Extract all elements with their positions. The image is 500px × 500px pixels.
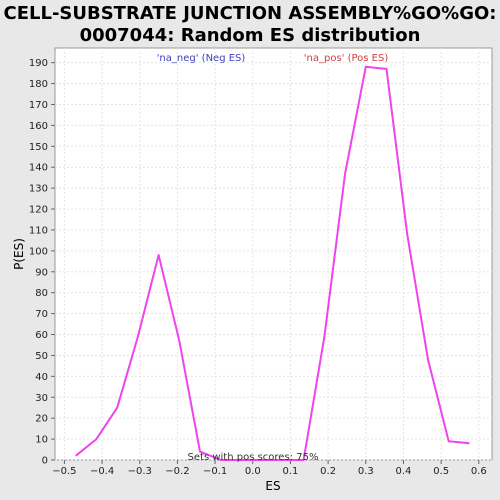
y-tick-label: 130 (29, 184, 48, 195)
x-axis: −0.5 −0.4 −0.3 −0.2 −0.1 0.0 0.1 0.2 0.3 0.4 0.5 0.… (52, 460, 487, 477)
y-tick-label: 90 (35, 267, 48, 278)
y-tick-label: 10 (35, 435, 48, 446)
pos-score-annotation: Sets with pos scores: 75% (188, 452, 319, 463)
y-axis-label: P(ES) (12, 238, 26, 270)
chart-title-line-1: CELL-SUBSTRATE JUNCTION ASSEMBLY%GO%GO: (4, 3, 497, 24)
y-tick-label: 30 (35, 393, 48, 404)
y-tick-label: 140 (29, 163, 48, 174)
x-tick-label: 0.1 (282, 466, 298, 477)
x-tick-label: −0.4 (90, 466, 114, 477)
y-tick-label: 40 (35, 372, 48, 383)
x-tick-label: 0.2 (320, 466, 336, 477)
y-tick-label: 180 (29, 79, 48, 90)
y-axis: 0 10 20 30 40 50 60 70 80 90 100 110 120 130 140 150 160… (29, 58, 55, 467)
x-tick-label: 0.3 (358, 466, 374, 477)
y-tick-label: 60 (35, 330, 48, 341)
x-tick-label: −0.3 (128, 466, 152, 477)
chart-title-line-2: 0007044: Random ES distribution (80, 25, 421, 46)
x-tick-label: −0.2 (165, 466, 189, 477)
legend-pos-label: 'na_pos' (Pos ES) (304, 53, 389, 64)
x-tick-label: 0.4 (396, 466, 412, 477)
y-tick-label: 50 (35, 351, 48, 362)
legend-neg-label: 'na_neg' (Neg ES) (157, 53, 246, 64)
y-tick-label: 120 (29, 205, 48, 216)
x-tick-label: −0.1 (203, 466, 227, 477)
x-tick-label: −0.5 (52, 466, 76, 477)
y-tick-label: 150 (29, 142, 48, 153)
y-tick-label: 70 (35, 309, 48, 320)
x-tick-label: 0.5 (433, 466, 449, 477)
y-tick-label: 160 (29, 121, 48, 132)
y-tick-label: 170 (29, 100, 48, 111)
y-tick-label: 20 (35, 414, 48, 425)
series-line (75, 65, 470, 461)
x-axis-label: ES (265, 479, 280, 493)
plot-area (54, 47, 493, 461)
y-tick-label: 0 (42, 456, 48, 467)
grid (55, 48, 492, 461)
y-tick-label: 110 (29, 225, 48, 236)
x-tick-label: 0.6 (471, 466, 487, 477)
y-tick-label: 190 (29, 58, 48, 69)
y-tick-label: 80 (35, 288, 48, 299)
y-tick-label: 100 (29, 246, 48, 257)
x-tick-label: 0.0 (245, 466, 261, 477)
series-layer (75, 65, 470, 461)
